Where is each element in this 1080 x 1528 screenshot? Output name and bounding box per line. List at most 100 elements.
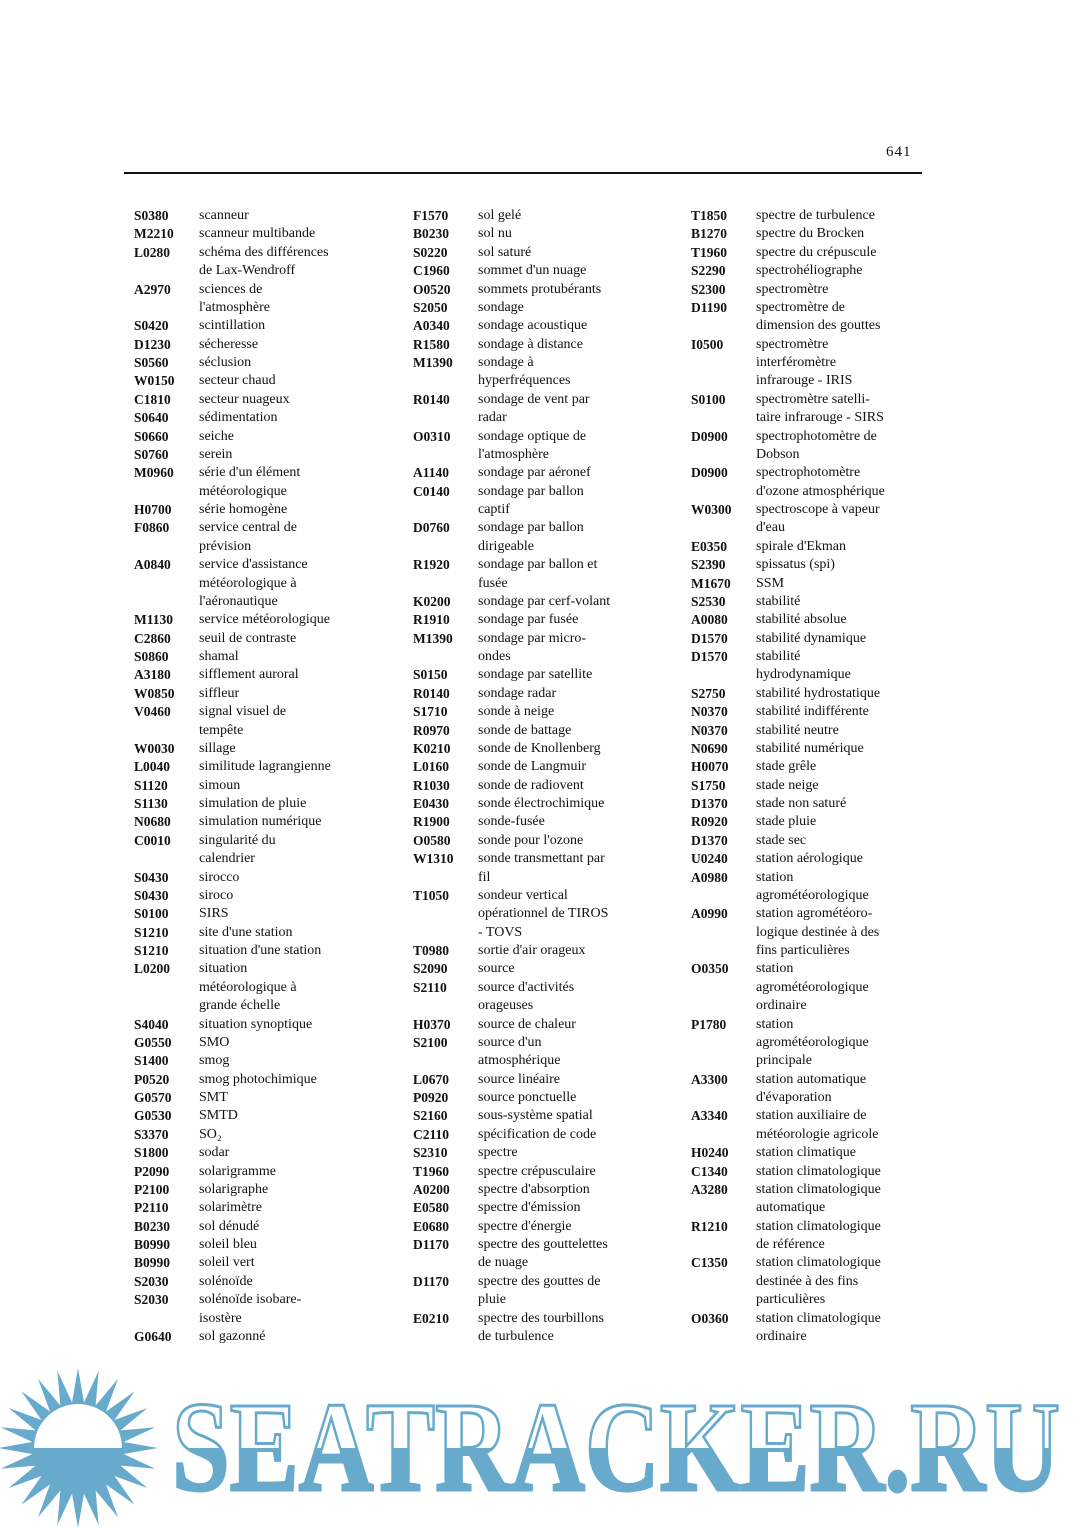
entry-term: sondage par cerf-volant	[478, 593, 611, 609]
entry-term: sonde de radiovent	[478, 777, 584, 793]
entry-term: sonde transmettant par fil	[478, 851, 605, 885]
glossary-entry: D1570 stabilité hydrodynamique	[691, 648, 931, 685]
entry-code: M1390	[413, 630, 453, 646]
entry-term: signal visuel de tempête	[199, 704, 287, 738]
glossary-entry: E0680 spectre d'énergie	[413, 1218, 678, 1236]
glossary-entry: S0660 seiche	[134, 428, 399, 446]
entry-code: R0140	[413, 391, 450, 407]
entry-code: D1230	[134, 336, 171, 352]
entry-term: smog photochimique	[199, 1071, 317, 1087]
glossary-entry: C0010 singularité du calendrier	[134, 832, 399, 869]
entry-term: situation météorologique à grande échell…	[199, 961, 297, 1014]
glossary-entry: W0150 secteur chaud	[134, 372, 399, 390]
entry-code: C1810	[134, 391, 171, 407]
glossary-entry: D0900 spectrophotomètre de Dobson	[691, 428, 931, 465]
glossary-entry: S1750 stade neige	[691, 777, 931, 795]
glossary-entry: N0680 simulation numérique	[134, 813, 399, 831]
glossary-entry: O0350 station agrométéorologique ordinair…	[691, 960, 931, 1015]
entry-term: stabilité	[756, 593, 801, 609]
entry-code: A2970	[134, 281, 171, 297]
entry-code: W0300	[691, 502, 732, 517]
glossary-entry: R0140 sondage de vent par radar	[413, 391, 678, 428]
glossary-entry: C1810 secteur nuageux	[134, 391, 399, 409]
entry-code: D1370	[691, 796, 728, 811]
entry-term: station aérologique	[756, 851, 863, 867]
entry-code: P1780	[691, 1016, 727, 1032]
glossary-entry: G0570 SMT	[134, 1089, 399, 1107]
glossary-entry: S1210 situation d'une station	[134, 942, 399, 960]
entry-code: T0980	[413, 943, 450, 958]
entry-code: A3340	[691, 1108, 728, 1124]
entry-code: S2290	[691, 263, 726, 279]
entry-term: sol nu	[478, 226, 512, 242]
glossary-entry: M0960 série d'un élément météorologique	[134, 464, 399, 501]
glossary-entry: S0560 séclusion	[134, 354, 399, 372]
glossary-entry: H0240 station climatique	[691, 1144, 931, 1162]
glossary-entry: H0370 source de chaleur	[413, 1016, 678, 1034]
glossary-entry: A0990 station agrométéoro- logique destin…	[691, 905, 931, 960]
entry-term: solarigramme	[199, 1163, 276, 1179]
entry-term: station agrométéorologique principale	[756, 1016, 869, 1069]
entry-code: S1210	[134, 943, 169, 958]
entry-term: spectre	[478, 1145, 518, 1161]
glossary-entry: S2030 solénoïde	[134, 1273, 399, 1291]
entry-term: spectroscope à vapeur d'eau	[756, 502, 880, 536]
entry-term: singularité du calendrier	[199, 832, 276, 867]
entry-term: SIRS	[199, 906, 229, 922]
glossary-entry: M1390 sondage par micro- ondes	[413, 630, 678, 667]
entry-code: R1910	[413, 612, 450, 628]
entry-code: L0040	[134, 759, 171, 775]
glossary-entry: W0030 sillage	[134, 740, 399, 758]
entry-code: D0900	[691, 428, 728, 444]
glossary-entry: R1920 sondage par ballon et fusée	[413, 556, 678, 593]
entry-code: A0840	[134, 557, 171, 573]
entry-code: B0990	[134, 1237, 171, 1252]
entry-code: S2030	[134, 1273, 169, 1289]
entry-code: D1570	[691, 649, 728, 664]
entry-code: W1310	[413, 851, 454, 867]
glossary-entry: D1230 sécheresse	[134, 336, 399, 354]
entry-code: W0850	[134, 685, 175, 701]
glossary-entry: B0230 sol nu	[413, 225, 678, 243]
entry-code: N0680	[134, 814, 171, 830]
entry-code: D1370	[691, 832, 728, 848]
entry-term: sondage par ballon captif	[478, 483, 584, 517]
entry-term: station agrométéorologique	[756, 869, 869, 903]
entry-code: S2110	[413, 979, 447, 995]
entry-term: source de chaleur	[478, 1016, 576, 1032]
entry-term: spectre des gouttes de pluie	[478, 1273, 601, 1308]
entry-term: sifflement auroral	[199, 667, 299, 683]
entry-code: P2090	[134, 1163, 170, 1179]
glossary-entry: S0760 serein	[134, 446, 399, 464]
entry-code: R1210	[691, 1218, 728, 1234]
glossary-entry: R1030 sonde de radiovent	[413, 777, 678, 795]
glossary-entry: T1960 spectre du crépuscule	[691, 244, 931, 262]
entry-code: S2750	[691, 685, 726, 701]
entry-term: situation d'une station	[199, 943, 322, 958]
glossary-entry: D1170 spectre des gouttes de pluie	[413, 1273, 678, 1310]
glossary-entry: A3340 station auxiliaire de météorologie …	[691, 1107, 931, 1144]
glossary-entry: S2030 solénoïde isobare- isostère	[134, 1291, 399, 1328]
entry-term: stabilité dynamique	[756, 630, 867, 646]
glossary-entry: R0970 sonde de battage	[413, 722, 678, 740]
sun-icon	[0, 1368, 158, 1528]
entry-term: SSM	[756, 575, 785, 591]
entry-term: spectre d'émission	[478, 1200, 581, 1216]
entry-term: sondage optique de l'atmosphère	[478, 428, 587, 462]
entry-code: O0360	[691, 1310, 729, 1326]
entry-term: sonde de battage	[478, 722, 572, 738]
entry-term: station agrométéorologique ordinaire	[756, 961, 869, 1014]
entry-term: série d'un élément météorologique	[199, 465, 301, 499]
glossary-entry: R1900 sonde-fusée	[413, 813, 678, 831]
glossary-entry: D0760 sondage par ballon dirigeable	[413, 519, 678, 556]
entry-term: stade pluie	[756, 814, 817, 830]
entry-code: R1580	[413, 336, 450, 352]
entry-code: S2090	[413, 961, 448, 977]
entry-code: R0920	[691, 814, 728, 830]
entry-term: service d'assistance météorologique à l'…	[199, 557, 308, 609]
entry-code: S0150	[413, 667, 448, 683]
entry-term: sillage	[199, 740, 236, 756]
entry-code: B1270	[691, 226, 728, 242]
entry-code: E0430	[413, 796, 450, 811]
glossary-entry: R1210 station climatologique de référence	[691, 1218, 931, 1255]
